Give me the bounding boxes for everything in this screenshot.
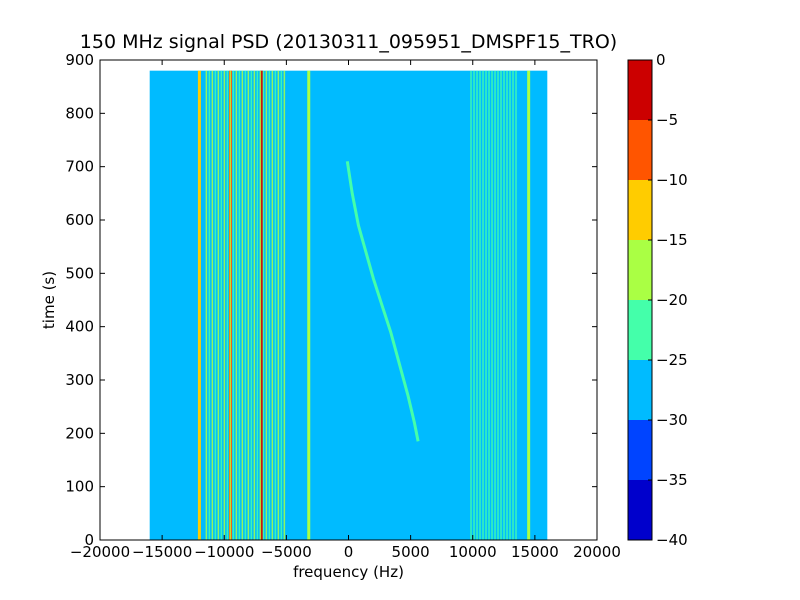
x-tick-label: 10000 (449, 543, 497, 561)
x-tick-label: 15000 (511, 543, 559, 561)
y-tick-label: 400 (65, 318, 94, 336)
plot-area (100, 60, 597, 541)
colorbar-tick-label: −25 (656, 351, 688, 369)
colorbar-segment (628, 360, 652, 420)
x-tick-label: −20000 (70, 543, 130, 561)
colorbar-tick-label: −10 (656, 171, 688, 189)
signal-line-5 (527, 70, 531, 541)
signal-line-3 (197, 70, 201, 541)
signal-band-7 (470, 70, 517, 541)
colorbar-tick-label: 0 (656, 51, 666, 69)
x-tick-label: −15000 (132, 543, 192, 561)
chart-title: 150 MHz signal PSD (20130311_095951_DMSP… (80, 31, 617, 53)
colorbar-segment (628, 300, 652, 360)
colorbar-tick-label: −30 (656, 411, 688, 429)
x-axis-ticks: −20000 −15000 −10000 −5000 0 5000 10000 15000 20… (70, 60, 621, 561)
colorbar-tick-label: −15 (656, 231, 688, 249)
y-tick-label: 0 (84, 531, 94, 549)
x-tick-label: −5000 (261, 543, 312, 561)
y-tick-label: 300 (65, 371, 94, 389)
colorbar-segment (628, 420, 652, 480)
colorbar-tick-label: −20 (656, 291, 688, 309)
colorbar-segment (628, 240, 652, 300)
y-tick-label: 900 (65, 51, 94, 69)
x-tick-label: 5000 (392, 543, 430, 561)
y-tick-label: 600 (65, 211, 94, 229)
colorbar-segment (628, 120, 652, 180)
signal-line-1 (260, 70, 264, 541)
colorbar-segment (628, 480, 652, 540)
colorbar-tick-label: −40 (656, 531, 688, 549)
colorbar-tick-label: −35 (656, 471, 688, 489)
y-axis-label: time (s) (40, 271, 58, 329)
signal-band-6 (205, 70, 286, 541)
y-tick-label: 500 (65, 264, 94, 282)
y-tick-label: 700 (65, 158, 94, 176)
signal-line-4 (307, 70, 311, 541)
y-tick-label: 200 (65, 424, 94, 442)
x-axis-label: frequency (Hz) (293, 563, 404, 581)
y-axis-ticks: 0 100 200 300 400 500 600 700 800 900 (65, 51, 597, 549)
y-tick-label: 800 (65, 104, 94, 122)
colorbar-segment (628, 180, 652, 240)
x-tick-label: 20000 (573, 543, 621, 561)
x-tick-label: 0 (344, 543, 354, 561)
y-tick-label: 100 (65, 478, 94, 496)
colorbar: −40 −35 −30 −25 −20 −15 −10 −5 0 (627, 51, 688, 549)
colorbar-segment (628, 60, 652, 120)
colorbar-tick-label: −5 (656, 111, 678, 129)
doppler-trace (345, 161, 420, 442)
x-tick-label: −10000 (194, 543, 254, 561)
